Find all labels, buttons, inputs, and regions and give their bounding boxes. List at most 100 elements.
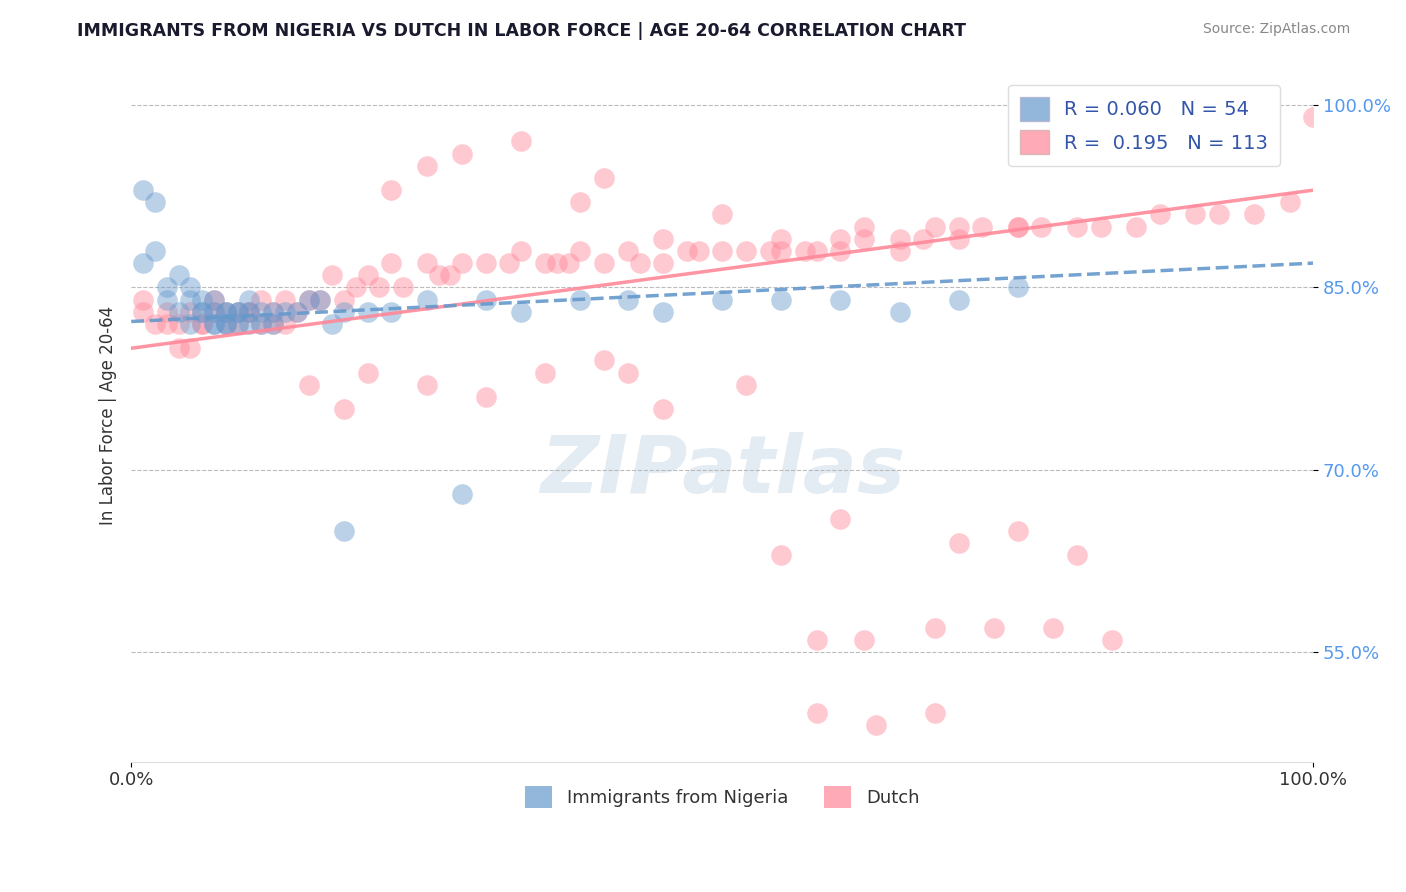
Point: [262, 305, 284, 319]
Point: [250, 317, 273, 331]
Point: [179, 317, 201, 331]
Point: [546, 256, 568, 270]
Point: [167, 341, 190, 355]
Point: [215, 317, 238, 331]
Point: [191, 317, 214, 331]
Point: [948, 219, 970, 234]
Point: [143, 317, 166, 331]
Legend: Immigrants from Nigeria, Dutch: Immigrants from Nigeria, Dutch: [517, 779, 927, 815]
Point: [794, 244, 817, 258]
Point: [156, 317, 179, 331]
Point: [285, 305, 308, 319]
Point: [297, 293, 319, 307]
Point: [250, 317, 273, 331]
Point: [356, 366, 378, 380]
Point: [250, 293, 273, 307]
Point: [416, 293, 439, 307]
Point: [853, 633, 876, 648]
Point: [1184, 207, 1206, 221]
Point: [865, 718, 887, 732]
Point: [593, 256, 616, 270]
Point: [475, 293, 498, 307]
Point: [356, 268, 378, 283]
Point: [333, 305, 356, 319]
Point: [333, 293, 356, 307]
Point: [1066, 548, 1088, 562]
Point: [1042, 621, 1064, 635]
Point: [889, 244, 911, 258]
Point: [427, 268, 450, 283]
Point: [1278, 195, 1301, 210]
Point: [628, 256, 651, 270]
Point: [983, 621, 1005, 635]
Point: [297, 293, 319, 307]
Point: [262, 317, 284, 331]
Point: [202, 305, 225, 319]
Point: [735, 377, 758, 392]
Point: [889, 305, 911, 319]
Point: [179, 305, 201, 319]
Point: [143, 244, 166, 258]
Point: [948, 232, 970, 246]
Point: [226, 317, 249, 331]
Point: [226, 305, 249, 319]
Point: [510, 135, 533, 149]
Point: [534, 366, 557, 380]
Point: [202, 317, 225, 331]
Point: [380, 183, 402, 197]
Point: [1031, 219, 1053, 234]
Point: [652, 256, 675, 270]
Point: [321, 268, 343, 283]
Point: [215, 317, 238, 331]
Point: [132, 256, 155, 270]
Point: [215, 305, 238, 319]
Point: [830, 511, 852, 525]
Point: [1007, 524, 1029, 538]
Point: [475, 256, 498, 270]
Y-axis label: In Labor Force | Age 20-64: In Labor Force | Age 20-64: [100, 306, 117, 524]
Point: [356, 305, 378, 319]
Point: [912, 232, 935, 246]
Point: [616, 366, 638, 380]
Point: [416, 377, 439, 392]
Point: [1066, 219, 1088, 234]
Point: [451, 487, 474, 501]
Point: [1101, 633, 1123, 648]
Point: [202, 317, 225, 331]
Point: [569, 195, 592, 210]
Point: [534, 256, 557, 270]
Point: [1208, 207, 1230, 221]
Point: [675, 244, 697, 258]
Point: [806, 706, 828, 720]
Point: [238, 317, 260, 331]
Point: [948, 536, 970, 550]
Point: [191, 317, 214, 331]
Point: [1149, 207, 1171, 221]
Point: [215, 305, 238, 319]
Point: [380, 256, 402, 270]
Point: [510, 305, 533, 319]
Point: [853, 232, 876, 246]
Point: [889, 232, 911, 246]
Text: IMMIGRANTS FROM NIGERIA VS DUTCH IN LABOR FORCE | AGE 20-64 CORRELATION CHART: IMMIGRANTS FROM NIGERIA VS DUTCH IN LABO…: [77, 22, 966, 40]
Point: [309, 293, 332, 307]
Point: [202, 305, 225, 319]
Point: [238, 305, 260, 319]
Point: [215, 317, 238, 331]
Point: [380, 305, 402, 319]
Point: [806, 633, 828, 648]
Point: [948, 293, 970, 307]
Text: Source: ZipAtlas.com: Source: ZipAtlas.com: [1202, 22, 1350, 37]
Point: [250, 305, 273, 319]
Point: [593, 171, 616, 186]
Point: [179, 341, 201, 355]
Point: [191, 293, 214, 307]
Point: [652, 305, 675, 319]
Point: [285, 305, 308, 319]
Point: [1125, 219, 1147, 234]
Point: [416, 256, 439, 270]
Text: ZIPatlas: ZIPatlas: [540, 432, 905, 509]
Point: [451, 146, 474, 161]
Point: [167, 317, 190, 331]
Point: [652, 232, 675, 246]
